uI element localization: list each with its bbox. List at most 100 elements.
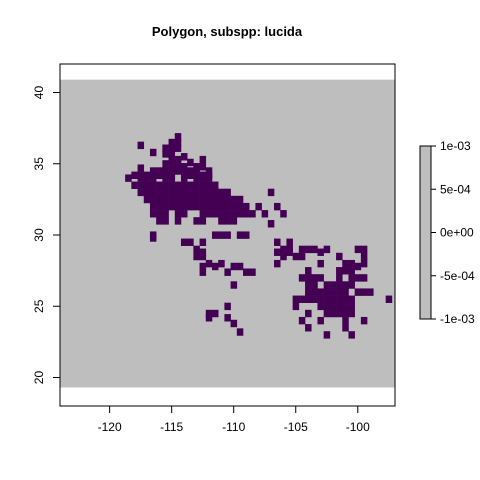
presence-cell-224	[323, 295, 331, 303]
presence-cell-242	[329, 309, 337, 318]
presence-cell-178	[348, 259, 355, 268]
x-tick-label-0: -120	[98, 420, 122, 434]
presence-cell-68	[149, 188, 157, 197]
presence-cell-230	[224, 302, 231, 311]
presence-cell-138	[224, 217, 231, 225]
presence-cell-61	[187, 181, 194, 189]
presence-cell-183	[354, 262, 362, 271]
presence-cell-203	[311, 281, 318, 289]
presence-cell-198	[348, 274, 355, 282]
presence-cell-48	[180, 174, 188, 182]
y-tick-label-3: 35	[32, 157, 46, 171]
presence-cell-244	[342, 309, 349, 318]
presence-cell-250	[342, 316, 349, 325]
presence-cell-109	[218, 202, 225, 211]
presence-cell-99	[156, 202, 163, 211]
presence-cell-186	[336, 267, 343, 275]
presence-cell-238	[205, 309, 213, 318]
presence-cell-17	[174, 160, 182, 168]
presence-cell-187	[342, 267, 349, 275]
y-tick-label-4: 40	[32, 86, 46, 100]
presence-cell-47	[168, 174, 176, 182]
presence-cell-166	[193, 252, 200, 261]
presence-cell-104	[187, 202, 194, 211]
presence-cell-161	[274, 248, 281, 256]
presence-cell-15	[162, 160, 169, 168]
presence-cell-11	[199, 155, 207, 164]
presence-cell-93	[211, 195, 219, 204]
x-tick-label-4: -100	[346, 420, 370, 434]
presence-cell-66	[137, 188, 145, 197]
presence-cell-59	[174, 181, 182, 189]
presence-cell-253	[305, 324, 312, 332]
presence-cell-188	[348, 267, 355, 275]
presence-cell-165	[360, 245, 368, 254]
presence-cell-185	[305, 267, 312, 275]
presence-cell-72	[174, 188, 182, 197]
presence-cell-63	[199, 181, 207, 189]
presence-cell-114	[255, 202, 262, 211]
presence-cell-56	[156, 181, 163, 189]
presence-cell-94	[218, 195, 225, 204]
legend-label-2: 0e+00	[440, 226, 474, 240]
presence-cell-143	[218, 231, 225, 239]
presence-cell-214	[336, 288, 343, 296]
presence-cell-43	[137, 174, 145, 182]
presence-cell-52	[131, 181, 138, 189]
presence-cell-87	[174, 195, 182, 204]
presence-cell-227	[342, 295, 349, 303]
presence-cell-190	[224, 268, 231, 276]
presence-cell-206	[336, 281, 343, 289]
presence-cell-160	[199, 248, 207, 256]
presence-cell-92	[205, 195, 213, 204]
presence-cell-58	[168, 181, 176, 189]
presence-cell-189	[199, 268, 207, 276]
presence-cell-232	[317, 302, 324, 311]
presence-cell-96	[230, 195, 238, 204]
presence-cell-172	[360, 252, 368, 261]
presence-cell-54	[143, 181, 151, 189]
presence-cell-38	[187, 171, 194, 180]
presence-cell-95	[224, 195, 231, 204]
presence-cell-180	[199, 262, 207, 271]
presence-cell-150	[199, 238, 207, 246]
x-axis: -120 -115 -110 -105 -100	[98, 406, 370, 434]
presence-cell-201	[230, 281, 238, 289]
legend-label-0: 1e-03	[440, 139, 471, 153]
presence-cell-21	[137, 164, 145, 172]
presence-cell-222	[311, 295, 318, 303]
presence-cell-91	[199, 195, 207, 204]
presence-cell-5	[168, 144, 176, 152]
presence-cell-112	[236, 202, 244, 211]
presence-cell-169	[292, 252, 300, 261]
presence-cell-257	[348, 331, 355, 339]
legend-ticks: 1e-03 5e-04 0e+00 -5e-04 -1e-03	[431, 139, 475, 326]
presence-cell-124	[218, 210, 225, 218]
presence-cell-191	[243, 268, 250, 276]
presence-cell-251	[360, 316, 368, 325]
presence-cell-255	[236, 328, 244, 336]
presence-cell-65	[211, 181, 219, 189]
presence-cell-194	[305, 274, 312, 282]
presence-cell-235	[336, 302, 343, 311]
presence-cell-182	[236, 262, 244, 271]
presence-cell-107	[205, 202, 213, 211]
presence-cell-86	[168, 195, 176, 204]
presence-cell-2	[174, 138, 182, 147]
presence-cell-12	[168, 155, 176, 164]
y-tick-label-2: 30	[32, 228, 46, 242]
presence-cell-4	[162, 144, 169, 152]
presence-cell-98	[149, 202, 157, 211]
presence-cell-241	[323, 309, 331, 318]
presence-cell-78	[211, 188, 219, 197]
presence-cell-69	[156, 188, 163, 197]
presence-cell-137	[218, 217, 225, 225]
presence-cell-106	[199, 202, 207, 211]
presence-cell-81	[267, 188, 275, 197]
presence-cell-60	[180, 181, 188, 189]
presence-cell-108	[211, 202, 219, 211]
presence-cell-195	[311, 274, 318, 282]
presence-cell-181	[230, 262, 238, 271]
presence-cell-88	[180, 195, 188, 204]
